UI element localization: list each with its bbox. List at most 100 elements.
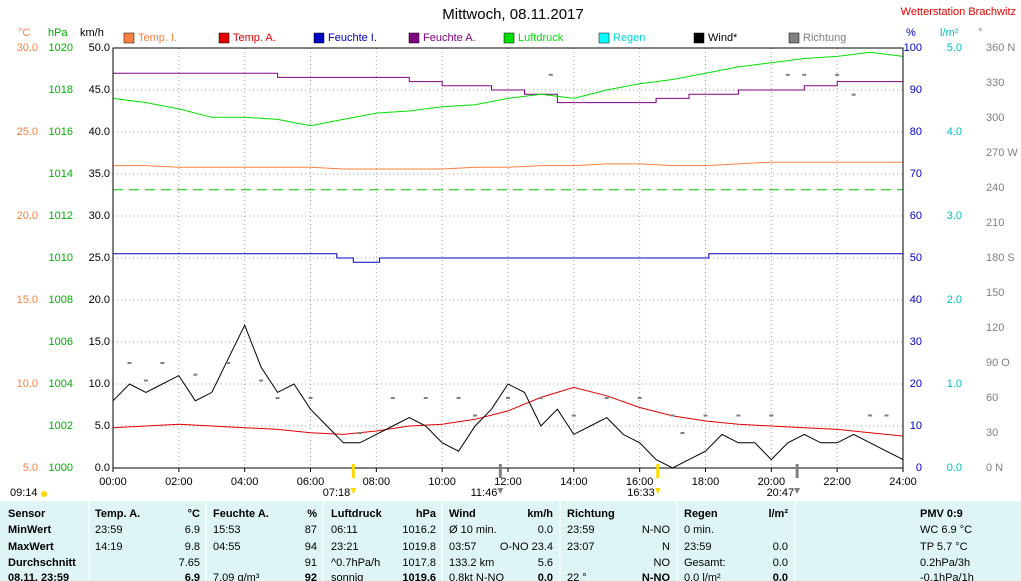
- legend-label: Luftdruck: [518, 32, 564, 44]
- table-cell: 06:11: [331, 524, 358, 536]
- table-cell: WC 6.9 °C: [920, 524, 972, 536]
- legend-label: Wind*: [708, 32, 738, 44]
- legend-label: Richtung: [803, 32, 846, 44]
- table-header: Sensor: [8, 508, 46, 520]
- x-tick-label: 18:00: [692, 476, 720, 488]
- y-tick-label: 60: [986, 392, 998, 404]
- axis-unit: l/m²: [940, 27, 959, 39]
- table-header: °C: [188, 508, 200, 520]
- direction-dot: [571, 414, 576, 417]
- direction-dot: [538, 397, 543, 399]
- table-cell: Ø 10 min.: [449, 524, 497, 536]
- y-tick-label: 60: [910, 210, 922, 222]
- x-tick-label: 20:00: [758, 476, 786, 488]
- axis-unit: %: [906, 27, 916, 39]
- y-tick-label: 10: [910, 420, 922, 432]
- x-tick-label: 24:00: [889, 476, 917, 488]
- series-line: [113, 161, 903, 170]
- table-cell: 6.9: [185, 524, 200, 536]
- table-cell: NO: [654, 557, 671, 569]
- table-cell: 133.2 km: [449, 557, 494, 569]
- y-tick-label: 360 N: [986, 42, 1015, 54]
- x-tick-label: 10:00: [428, 476, 456, 488]
- y-tick-label: 4.0: [947, 126, 962, 138]
- table-cell: 91: [305, 557, 317, 569]
- station-name: Wetterstation Brachwitz: [901, 6, 1016, 18]
- y-tick-label: 1018: [49, 84, 73, 96]
- y-tick-label: 15.0: [89, 336, 110, 348]
- table-cell: 1017.8: [402, 557, 436, 569]
- legend-label: Regen: [613, 32, 645, 44]
- direction-dot: [143, 379, 148, 382]
- y-tick-label: 180 S: [986, 252, 1015, 264]
- table-cell: N: [662, 541, 670, 553]
- table-cell: 0.0: [773, 541, 788, 553]
- y-tick-label: 1000: [49, 462, 73, 474]
- table-header: Richtung: [567, 508, 615, 520]
- direction-dot: [423, 397, 428, 399]
- x-tick-label: 16:00: [626, 476, 654, 488]
- legend-swatch: [218, 32, 230, 44]
- y-tick-label: 1002: [49, 420, 73, 432]
- sun-marker: [351, 464, 355, 478]
- chart-title: Mittwoch, 08.11.2017: [442, 6, 583, 23]
- x-tick-label: 12:00: [494, 476, 522, 488]
- table-cell: 7.09 g/m³: [213, 572, 260, 581]
- y-tick-label: 10.0: [17, 378, 38, 390]
- direction-dot: [473, 414, 478, 417]
- sun-marker-arrow: [794, 488, 801, 494]
- sun-marker-label: 16:33: [627, 487, 655, 499]
- y-tick-label: 70: [910, 168, 922, 180]
- y-tick-label: 210: [986, 217, 1004, 229]
- table-header: l/m²: [768, 508, 788, 520]
- table-header: Luftdruck: [331, 508, 383, 520]
- sun-marker: [795, 464, 799, 478]
- table-cell: Gesamt:: [684, 557, 726, 569]
- table-cell: 0.8kt N-NO: [449, 572, 504, 581]
- table-cell: 23:59: [684, 541, 712, 553]
- direction-dot: [736, 414, 741, 417]
- table-cell: 0 min.: [684, 524, 714, 536]
- table-cell: ^0.7hPa/h: [331, 557, 380, 569]
- y-tick-label: 80: [910, 126, 922, 138]
- sun-marker-arrow: [497, 488, 504, 494]
- direction-dot: [506, 397, 510, 399]
- table-header: Regen: [684, 508, 718, 520]
- table-cell: 1016.2: [402, 524, 436, 536]
- table-cell: N-NO: [642, 572, 671, 581]
- direction-dot: [226, 362, 231, 364]
- table-header: km/h: [527, 508, 553, 520]
- sun-marker-arrow: [654, 488, 661, 494]
- x-tick-label: 14:00: [560, 476, 588, 488]
- y-tick-label: 45.0: [89, 84, 110, 96]
- y-tick-label: 0: [916, 462, 922, 474]
- x-tick-label: 04:00: [231, 476, 259, 488]
- direction-dot: [851, 93, 856, 96]
- y-tick-label: 5.0: [23, 462, 38, 474]
- table-cell: -0.1hPa/1h: [920, 572, 974, 581]
- table-cell: MinWert: [8, 524, 52, 536]
- series-line: [112, 323, 904, 469]
- table-cell: 0.0: [538, 524, 553, 536]
- table-cell: sonnig: [331, 572, 363, 581]
- y-tick-label: 25.0: [17, 126, 38, 138]
- y-tick-label: 30.0: [89, 210, 110, 222]
- y-tick-label: 330: [986, 77, 1004, 89]
- table-header: Temp. A.: [95, 508, 140, 520]
- y-tick-label: 1010: [49, 252, 73, 264]
- direction-dot: [275, 397, 280, 399]
- table-panel: [0, 501, 1021, 581]
- table-cell: O-NO 23.4: [500, 541, 553, 553]
- direction-dot: [259, 379, 264, 382]
- direction-dot: [548, 73, 553, 76]
- direction-dot: [835, 73, 840, 76]
- direction-dot: [680, 432, 685, 434]
- y-tick-label: 0.0: [95, 462, 110, 474]
- y-tick-label: 1016: [49, 126, 73, 138]
- table-cell: 92: [305, 572, 317, 581]
- legend-label: Feuchte I.: [328, 32, 377, 44]
- axis-unit: km/h: [80, 27, 104, 39]
- axis-unit: °C: [18, 27, 30, 39]
- y-tick-label: 100: [904, 42, 922, 54]
